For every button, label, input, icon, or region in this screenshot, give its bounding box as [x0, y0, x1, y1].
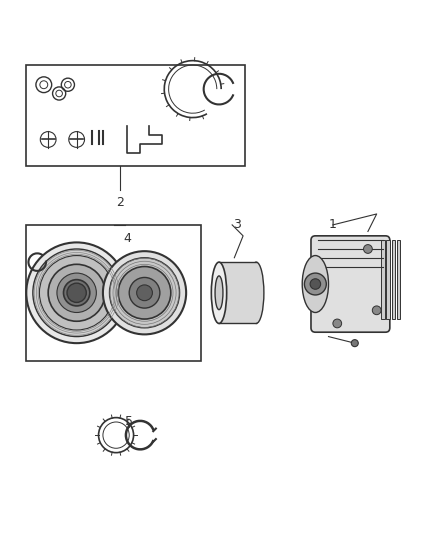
Circle shape [56, 90, 62, 97]
Circle shape [304, 273, 326, 295]
Circle shape [57, 273, 96, 312]
Bar [217, 262, 256, 324]
Circle shape [64, 280, 90, 306]
Text: 1: 1 [329, 219, 337, 231]
Text: 3: 3 [233, 219, 240, 231]
Circle shape [103, 251, 186, 334]
Circle shape [48, 264, 105, 321]
Ellipse shape [211, 262, 227, 324]
Text: 5: 5 [125, 416, 133, 429]
Bar [26, 65, 245, 166]
Bar [26, 225, 201, 361]
Bar [397, 240, 400, 319]
Circle shape [33, 249, 120, 336]
Circle shape [40, 81, 48, 88]
Circle shape [333, 319, 342, 328]
Circle shape [351, 340, 358, 346]
Circle shape [110, 258, 180, 328]
FancyBboxPatch shape [311, 236, 390, 332]
Circle shape [67, 283, 86, 302]
Ellipse shape [249, 262, 264, 324]
Circle shape [129, 278, 160, 308]
Circle shape [26, 243, 127, 343]
Circle shape [372, 306, 381, 314]
Bar [392, 240, 395, 319]
Circle shape [310, 279, 321, 289]
Bar [381, 240, 385, 319]
Ellipse shape [215, 276, 223, 310]
Circle shape [118, 266, 171, 319]
Circle shape [137, 285, 152, 301]
Circle shape [364, 245, 372, 253]
Bar [386, 240, 390, 319]
Circle shape [39, 255, 114, 330]
Circle shape [65, 82, 71, 88]
Text: 4: 4 [123, 231, 131, 245]
Text: 2: 2 [117, 197, 124, 209]
Ellipse shape [302, 255, 328, 312]
